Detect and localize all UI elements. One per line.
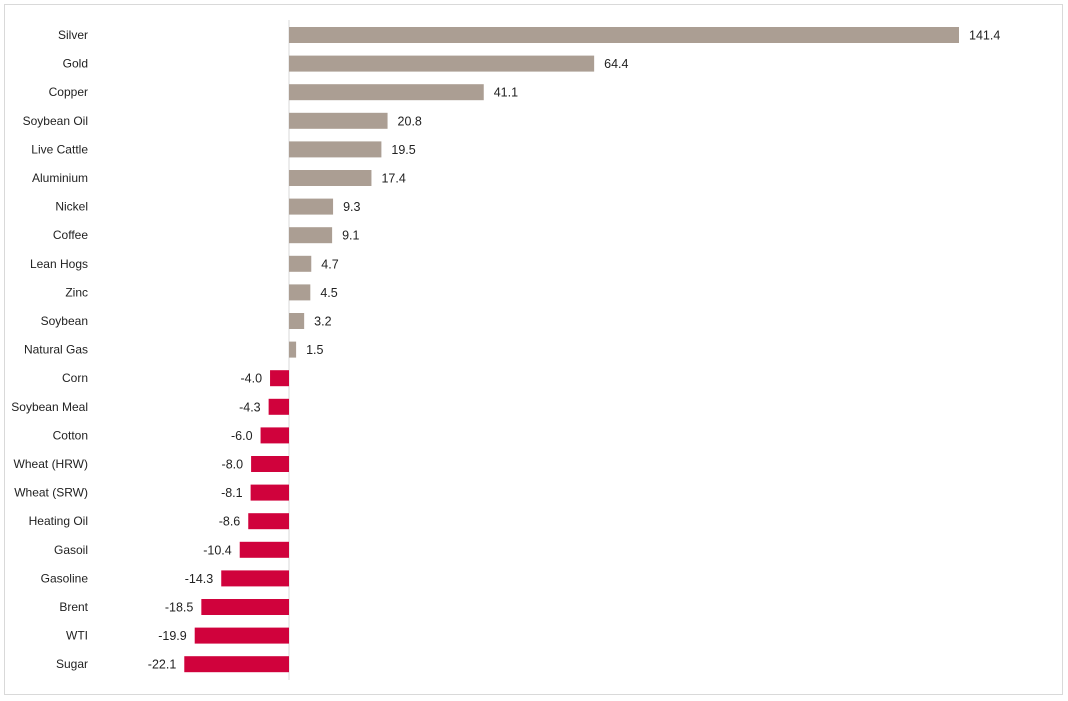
category-label: Wheat (SRW) bbox=[14, 486, 88, 500]
bar bbox=[250, 484, 289, 501]
value-label: 19.5 bbox=[391, 143, 415, 157]
bar bbox=[268, 398, 289, 415]
chart-frame bbox=[4, 4, 1063, 695]
value-label: 41.1 bbox=[494, 86, 518, 100]
value-label: -8.6 bbox=[219, 515, 241, 529]
bar bbox=[289, 55, 595, 72]
category-label: Brent bbox=[59, 600, 88, 614]
value-label: -22.1 bbox=[148, 658, 177, 672]
value-label: 20.8 bbox=[398, 114, 422, 128]
category-label: Copper bbox=[49, 85, 88, 99]
bar bbox=[251, 456, 289, 472]
value-label: -14.3 bbox=[185, 572, 214, 586]
value-label: 64.4 bbox=[604, 57, 628, 71]
value-label: -8.1 bbox=[221, 486, 243, 500]
bar bbox=[289, 84, 484, 101]
bar bbox=[201, 599, 289, 615]
bar bbox=[260, 427, 289, 444]
bar bbox=[289, 112, 388, 129]
value-label: 9.3 bbox=[343, 200, 360, 214]
bar bbox=[289, 255, 312, 272]
bar bbox=[289, 227, 333, 244]
value-label: 1.5 bbox=[306, 343, 323, 357]
value-label: -6.0 bbox=[231, 429, 253, 443]
category-label: Live Cattle bbox=[31, 142, 88, 156]
category-label: Gasoline bbox=[41, 571, 89, 585]
category-label: Soybean bbox=[41, 314, 88, 328]
value-label: -4.3 bbox=[239, 400, 261, 414]
bar bbox=[289, 341, 297, 358]
value-label: 9.1 bbox=[342, 229, 359, 243]
bar bbox=[270, 370, 289, 387]
value-label: -18.5 bbox=[165, 601, 194, 615]
category-label: Heating Oil bbox=[29, 514, 88, 528]
category-label: Corn bbox=[62, 371, 88, 385]
value-label: -10.4 bbox=[203, 543, 232, 557]
bar bbox=[221, 570, 289, 587]
category-label: Cotton bbox=[53, 428, 88, 442]
value-label: -19.9 bbox=[158, 629, 187, 643]
value-label: -4.0 bbox=[240, 372, 262, 386]
bar bbox=[248, 513, 289, 530]
category-label: Silver bbox=[58, 28, 88, 42]
value-label: 141.4 bbox=[969, 29, 1000, 43]
category-label: Gold bbox=[63, 57, 88, 71]
value-label: 17.4 bbox=[381, 172, 405, 186]
category-label: Soybean Meal bbox=[11, 400, 88, 414]
bar bbox=[289, 284, 311, 301]
category-label: Coffee bbox=[53, 228, 88, 242]
value-label: 3.2 bbox=[314, 315, 331, 329]
category-label: Gasoil bbox=[54, 543, 88, 557]
category-label: Soybean Oil bbox=[23, 114, 88, 128]
category-label: Wheat (HRW) bbox=[14, 457, 88, 471]
bar bbox=[184, 656, 289, 673]
category-label: Lean Hogs bbox=[30, 257, 88, 271]
category-label: WTI bbox=[66, 629, 88, 643]
bar bbox=[289, 198, 334, 215]
category-label: Nickel bbox=[55, 200, 88, 214]
bar bbox=[289, 170, 372, 186]
category-label: Aluminium bbox=[32, 171, 88, 185]
bar bbox=[289, 27, 959, 43]
category-label: Sugar bbox=[56, 657, 88, 671]
value-label: 4.5 bbox=[320, 286, 337, 300]
bar bbox=[194, 627, 289, 644]
category-label: Natural Gas bbox=[24, 343, 88, 357]
bar bbox=[289, 313, 305, 329]
bar bbox=[239, 541, 289, 558]
bar bbox=[289, 141, 382, 158]
value-label: -8.0 bbox=[222, 458, 244, 472]
category-label: Zinc bbox=[65, 285, 88, 299]
value-label: 4.7 bbox=[321, 257, 338, 271]
